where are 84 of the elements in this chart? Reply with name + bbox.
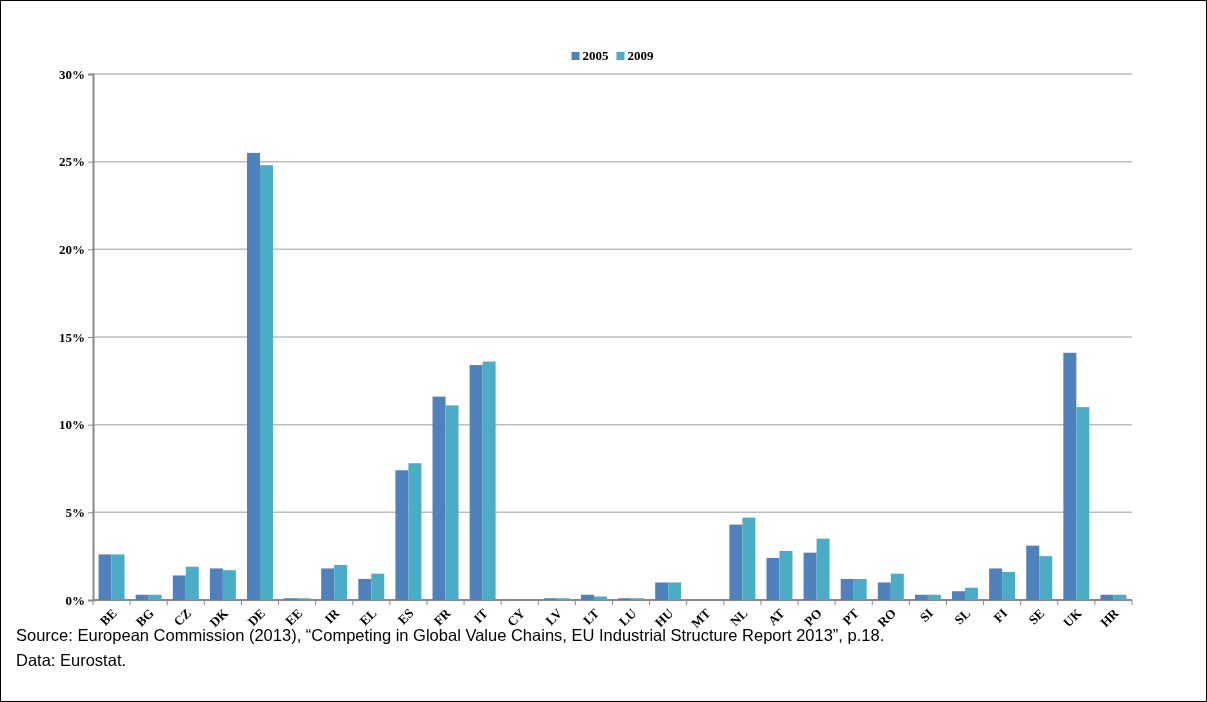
bar [432,396,446,600]
x-tick-label: NL [727,605,751,629]
x-tick-label: LV [542,605,566,629]
bar [593,596,607,600]
bar [1002,571,1016,600]
y-tick-label: 30% [59,66,85,82]
bar [445,405,459,600]
bar [914,594,928,600]
x-tick-label: SI [916,605,937,625]
y-tick-label: 25% [59,154,85,170]
bar [482,361,496,600]
y-tick-label: 10% [59,417,85,433]
x-tick-label: FI [990,605,1011,626]
bar [952,591,966,600]
x-tick-label: LT [580,605,603,628]
bar [742,517,756,600]
text: Data: Eurostat. [16,651,127,669]
legend-label: 2009 [627,48,654,63]
x-tick-label: FR [430,605,455,629]
bar [927,594,941,600]
x-tick-label: DK [206,604,232,630]
bar [111,554,125,600]
bar [371,573,385,600]
x-tick-label: IR [321,605,343,627]
bar [655,582,669,600]
y-tick-label: 15% [59,329,85,345]
x-tick-label: DE [244,605,269,629]
bar [135,594,149,600]
bar [148,594,162,600]
bar [1100,594,1114,600]
bar [1039,556,1053,600]
bar [98,554,112,600]
bar [965,587,979,600]
x-tick-label: MT [687,605,714,631]
x-tick-label: AT [764,605,788,629]
bar [358,578,372,600]
x-tick-label: SL [951,605,974,628]
x-tick-label: UK [1060,604,1086,630]
bar [989,568,1003,600]
x-tick-label: PO [801,605,825,629]
x-tick-label: PT [839,605,863,628]
bar [840,578,854,600]
y-tick-label: 5% [65,504,85,520]
bar [1026,545,1040,600]
bar [209,568,223,600]
legend-label: 2005 [582,48,609,63]
x-tick-label: CY [503,605,529,630]
x-tick-label: EL [356,605,380,629]
bar [222,570,236,600]
bar [729,524,743,600]
bar [395,470,409,600]
bar [321,568,335,600]
y-tick-label: 20% [59,241,85,257]
bar [1063,352,1077,600]
bar [1113,594,1127,600]
bar [172,575,186,600]
x-tick-label: IT [470,605,491,626]
bar [816,538,830,600]
bar [259,165,273,600]
bar [408,463,422,600]
bar [334,564,348,600]
bar [803,552,817,600]
x-tick-label: EE [282,605,306,629]
y-tick-label: 0% [65,592,85,608]
x-tick-label: RO [874,605,899,630]
bar [853,578,867,600]
bar [766,557,780,600]
x-tick-label: BG [132,605,157,630]
x-tick-label: SE [1025,605,1048,628]
x-tick-label: HU [651,605,677,630]
x-tick-label: HR [1097,605,1122,630]
bar [247,152,260,600]
bar [469,365,483,600]
bar [185,566,199,600]
x-tick-label: BE [96,605,120,629]
x-tick-label: CZ [170,605,195,629]
x-tick-label: LU [615,605,640,629]
x-tick-label: ES [394,605,417,628]
bar [877,582,891,600]
bar [779,550,793,600]
bar [668,582,682,600]
bar [580,594,594,600]
bar [1076,407,1090,600]
bar [890,573,904,600]
